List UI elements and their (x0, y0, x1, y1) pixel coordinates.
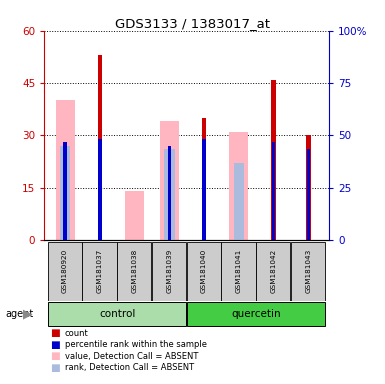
Text: GSM181039: GSM181039 (166, 249, 172, 293)
Bar (202, 118, 206, 240)
Bar (272, 142, 275, 240)
Text: ■: ■ (50, 363, 60, 373)
Bar (117, 242, 151, 301)
Bar (221, 242, 256, 301)
Bar (306, 136, 311, 240)
Bar (98, 139, 102, 240)
Bar (60, 146, 70, 240)
Text: rank, Detection Call = ABSENT: rank, Detection Call = ABSENT (65, 363, 194, 372)
Bar (256, 242, 290, 301)
Text: GSM181037: GSM181037 (97, 249, 103, 293)
Bar (187, 303, 325, 326)
Text: control: control (99, 309, 136, 319)
Bar (48, 303, 186, 326)
Text: GSM181040: GSM181040 (201, 249, 207, 293)
Bar (291, 242, 325, 301)
Bar (55, 101, 75, 240)
Text: GSM180920: GSM180920 (62, 249, 68, 293)
Text: ■: ■ (50, 340, 60, 350)
Bar (167, 146, 171, 240)
Bar (203, 139, 206, 240)
Text: agent: agent (5, 309, 33, 319)
Text: GSM181041: GSM181041 (236, 249, 242, 293)
Bar (187, 242, 221, 301)
Bar (82, 242, 117, 301)
Bar (152, 242, 186, 301)
Text: GDS3133 / 1383017_at: GDS3133 / 1383017_at (115, 17, 270, 30)
Text: quercetin: quercetin (231, 309, 281, 319)
Text: ■: ■ (50, 328, 60, 338)
Text: percentile rank within the sample: percentile rank within the sample (65, 340, 207, 349)
Bar (48, 242, 82, 301)
Text: ▶: ▶ (23, 308, 32, 321)
Bar (164, 149, 175, 240)
Text: GSM181042: GSM181042 (271, 249, 276, 293)
Bar (125, 191, 144, 240)
Bar (160, 121, 179, 240)
Bar (234, 163, 244, 240)
Bar (306, 149, 310, 240)
Text: GSM181043: GSM181043 (305, 249, 311, 293)
Text: GSM181038: GSM181038 (132, 249, 137, 293)
Bar (271, 79, 276, 240)
Bar (229, 132, 248, 240)
Text: count: count (65, 329, 89, 338)
Text: value, Detection Call = ABSENT: value, Detection Call = ABSENT (65, 352, 198, 361)
Text: ■: ■ (50, 351, 60, 361)
Bar (98, 55, 102, 240)
Bar (64, 142, 67, 240)
